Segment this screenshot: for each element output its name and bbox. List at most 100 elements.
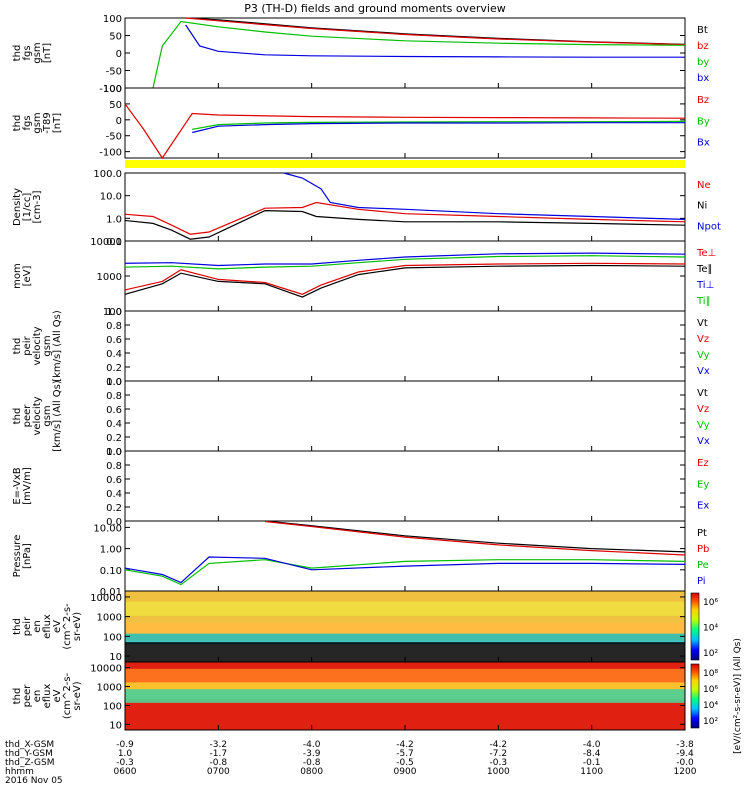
y-axis-label: [1/cc] — [22, 193, 33, 222]
panel-temp: 10000 1000 100 mom [eV] Te⊥ Te∥ Ti⊥ Ti∥ — [12, 237, 716, 318]
y-tick-label: 0.0 — [106, 517, 122, 528]
y-axis-label: [nT] — [52, 113, 63, 133]
legend-entry: Pt — [697, 528, 707, 539]
panel-peir-vel: 1.0 0.8 0.6 0.4 0.2 0.0 thd peir velocity gsm [km/… — [12, 307, 710, 388]
y-tick-label: 1.0 — [106, 307, 122, 318]
y-tick-label: 0 — [116, 116, 122, 127]
legend-entry: Ti∥ — [696, 296, 711, 307]
legend-entry: By — [697, 116, 710, 127]
ephemeris-value: -0.3 — [490, 758, 508, 768]
y-axis-label: gsm — [42, 405, 53, 426]
y-axis-label: eflux — [42, 614, 53, 639]
colorbar-tick-label: 10⁴ — [703, 624, 718, 634]
y-axis-label: gsm — [32, 112, 43, 133]
date-label: 2016 Nov 05 — [5, 776, 63, 786]
y-tick-label: 10000 — [90, 237, 122, 248]
y-axis-label: thd — [12, 115, 23, 132]
status-bar — [125, 160, 685, 168]
spectrogram-band — [125, 633, 685, 645]
panel-frame — [124, 310, 686, 382]
y-tick-label: 0.6 — [106, 475, 122, 486]
y-axis-label: mom — [12, 263, 23, 289]
ephemeris-value: -9.4 — [676, 749, 694, 759]
series-line-Ni — [124, 209, 686, 240]
y-tick-label: 0.2 — [106, 433, 122, 444]
colorbar-tick-label: 10⁴ — [703, 701, 718, 711]
y-axis-label: -T89 — [42, 112, 53, 134]
series-line-Ti⊥ — [124, 252, 686, 267]
colorbar-tick-label: 10⁶ — [703, 685, 718, 695]
ephemeris-value: -3.8 — [676, 740, 694, 750]
y-axis-label: peer — [22, 684, 33, 708]
ephemeris-value: -0.8 — [303, 758, 321, 768]
series-line-Te∥ — [124, 264, 686, 298]
panel-peer-vel: 1.0 0.8 0.6 0.4 0.2 0.0 thd peer velocity gsm [km/… — [12, 377, 710, 458]
y-axis-label: [mV/m] — [22, 467, 33, 505]
ephemeris-value: -7.2 — [490, 749, 508, 759]
legend-entry: Vx — [697, 366, 710, 377]
y-axis-label: fgs — [22, 45, 33, 60]
panel-fgs-dif: 100 50 0 -50 -100 thd fgs gsm -T89 [nT] Bz By Bx — [12, 84, 710, 160]
ephemeris-value: -0.5 — [396, 758, 414, 768]
legend-entry: bz — [697, 41, 709, 52]
panel-frame — [124, 380, 686, 452]
panel-frame — [124, 172, 686, 242]
y-axis-label: eV — [52, 689, 63, 702]
hour-label: 0800 — [300, 767, 323, 777]
colorbar-tick-label: 10⁶ — [703, 598, 718, 608]
ephemeris-value: -4.2 — [396, 740, 414, 750]
y-tick-label: 0.6 — [106, 335, 122, 346]
spectrogram-band — [125, 689, 685, 703]
ephemeris-value: -3.2 — [210, 740, 228, 750]
ephemeris-value: -0.8 — [210, 758, 228, 768]
y-axis-label: thd — [12, 688, 23, 705]
legend-entry: Vt — [697, 318, 708, 329]
y-axis-label: peir — [22, 616, 33, 636]
y-tick-label: 0 — [116, 49, 122, 60]
hour-label: 1000 — [487, 767, 510, 777]
series-line-Npot — [283, 172, 686, 220]
legend-entry: Vx — [697, 436, 710, 447]
y-tick-label: 1.00 — [100, 545, 122, 556]
y-tick-label: 0.2 — [106, 363, 122, 374]
y-tick-label: -100 — [99, 84, 122, 95]
y-tick-label: 100 — [103, 701, 122, 712]
legend-entry: bx — [697, 73, 709, 84]
colorbar — [690, 592, 700, 661]
y-tick-label: 0.8 — [106, 321, 122, 332]
legend-entry: Pi — [697, 576, 706, 587]
y-axis-label: sr-eV) — [72, 612, 83, 641]
y-tick-label: 0.4 — [106, 489, 122, 500]
y-tick-label: 0.4 — [106, 349, 122, 360]
ephemeris-value: -5.7 — [396, 749, 414, 759]
panel-fgs: 100 50 0 -50 -100 thd fgs gsm [nT] Bt bz by bx — [12, 14, 709, 95]
ephemeris-value: -4.0 — [583, 740, 601, 750]
hour-label: 0700 — [207, 767, 230, 777]
legend-entry: Ez — [697, 458, 709, 469]
legend-entry: Bx — [697, 138, 710, 149]
y-tick-label: 1000 — [97, 683, 122, 694]
ephemeris-value: -4.2 — [490, 740, 508, 750]
y-tick-label: 1000 — [97, 272, 122, 283]
legend-entry: Vz — [697, 334, 709, 345]
hour-label: 0900 — [394, 767, 417, 777]
series-line-By — [192, 120, 686, 130]
y-tick-label: 10 — [109, 652, 122, 663]
y-tick-label: 1000 — [97, 613, 122, 624]
legend-entry: Ti⊥ — [696, 280, 714, 291]
legend-entry: Pe — [697, 560, 709, 571]
legend-entry: Vy — [697, 350, 710, 361]
ephemeris-label: hhmm — [5, 767, 34, 777]
colorbar-tick-label: 10² — [703, 649, 718, 659]
y-axis-label: [nPa] — [22, 543, 33, 569]
y-axis-label: E=-VxB — [12, 467, 23, 504]
legend-entry: Ex — [697, 501, 709, 512]
y-tick-label: 0.10 — [100, 566, 122, 577]
y-tick-label: 10000 — [90, 593, 122, 604]
y-tick-label: 100 — [103, 84, 122, 95]
ephemeris-label: thd_Y-GSM — [5, 749, 53, 759]
spectrogram-band — [125, 601, 685, 616]
y-tick-label: 10 — [109, 720, 122, 731]
legend-entry: Vz — [697, 404, 709, 415]
